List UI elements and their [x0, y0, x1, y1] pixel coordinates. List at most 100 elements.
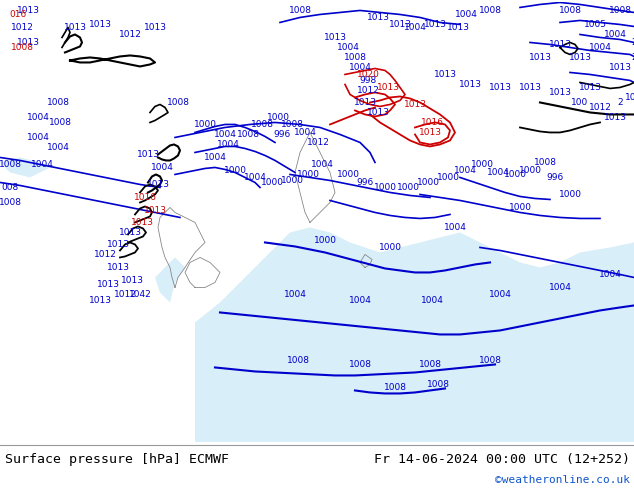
Text: 1004: 1004	[214, 130, 236, 139]
Text: Surface pressure [hPa] ECMWF: Surface pressure [hPa] ECMWF	[5, 453, 229, 466]
Text: 1004: 1004	[283, 290, 306, 299]
Text: 1004: 1004	[420, 296, 443, 305]
Text: 1013: 1013	[366, 108, 389, 117]
Text: 100: 100	[625, 93, 634, 102]
Text: 1008: 1008	[559, 6, 581, 15]
Text: 1000: 1000	[337, 170, 359, 179]
Text: 1013: 1013	[323, 33, 347, 42]
Text: 1013: 1013	[548, 40, 571, 49]
Text: 1004: 1004	[489, 290, 512, 299]
Text: 1013: 1013	[143, 206, 167, 215]
Text: 1000: 1000	[559, 190, 581, 199]
Text: 1013: 1013	[366, 13, 389, 22]
Polygon shape	[155, 257, 185, 302]
Text: 1004: 1004	[455, 10, 477, 19]
Text: 1008: 1008	[0, 198, 22, 207]
Text: 1013: 1013	[548, 88, 571, 97]
Text: 1013: 1013	[131, 218, 153, 227]
Text: 1020: 1020	[356, 70, 379, 79]
Text: 1013: 1013	[489, 83, 512, 92]
Text: 1000: 1000	[266, 113, 290, 122]
Text: 1013: 1013	[403, 100, 427, 109]
Text: 998: 998	[359, 76, 377, 85]
Text: 1013: 1013	[120, 276, 143, 285]
Text: 1008: 1008	[287, 356, 309, 365]
Text: 1042: 1042	[129, 290, 152, 299]
Text: 996: 996	[547, 173, 564, 182]
Text: 016: 016	[10, 10, 27, 19]
Text: 1004: 1004	[27, 113, 49, 122]
Text: 1013: 1013	[96, 280, 119, 289]
Text: 1012: 1012	[119, 30, 141, 39]
Text: 1012: 1012	[356, 86, 379, 95]
Text: 2: 2	[631, 38, 634, 47]
Text: 1000: 1000	[297, 170, 320, 179]
Text: 1000: 1000	[193, 120, 216, 129]
Text: 996: 996	[273, 130, 290, 139]
Text: 1004: 1004	[349, 296, 372, 305]
Text: 1000: 1000	[519, 166, 541, 175]
Text: 2: 2	[631, 53, 634, 62]
Text: 1008: 1008	[427, 380, 450, 389]
Text: 1008: 1008	[48, 118, 72, 127]
Text: 1004: 1004	[349, 63, 372, 72]
Text: 1013: 1013	[424, 20, 446, 29]
Text: 1004: 1004	[337, 43, 359, 52]
Text: 1004: 1004	[217, 140, 240, 149]
Text: 1004: 1004	[294, 128, 316, 137]
Text: Fr 14-06-2024 00:00 UTC (12+252): Fr 14-06-2024 00:00 UTC (12+252)	[374, 453, 630, 466]
Text: 1008: 1008	[479, 6, 501, 15]
Text: 1013: 1013	[578, 83, 602, 92]
Text: 1004: 1004	[453, 166, 476, 175]
Text: 1000: 1000	[503, 170, 526, 179]
Text: 1004: 1004	[204, 153, 226, 162]
Text: 1008: 1008	[609, 6, 631, 15]
Polygon shape	[480, 313, 634, 442]
Text: 1000: 1000	[396, 183, 420, 192]
Text: 1013: 1013	[146, 180, 169, 189]
Text: 1013: 1013	[63, 23, 86, 32]
Text: 1004: 1004	[588, 43, 611, 52]
Text: 1004: 1004	[311, 160, 333, 169]
Text: 1008: 1008	[46, 98, 70, 107]
Text: 1004: 1004	[598, 270, 621, 279]
Text: 1008: 1008	[167, 98, 190, 107]
Text: 1016: 1016	[134, 193, 157, 202]
Text: ©weatheronline.co.uk: ©weatheronline.co.uk	[495, 475, 630, 485]
Text: 1012: 1012	[94, 250, 117, 259]
Text: 1013: 1013	[604, 113, 626, 122]
Text: 1008: 1008	[288, 6, 311, 15]
Text: 996: 996	[356, 178, 373, 187]
Text: 1000: 1000	[313, 236, 337, 245]
Text: 1013: 1013	[136, 150, 160, 159]
Text: 1000: 1000	[436, 173, 460, 182]
Text: 1013: 1013	[107, 263, 129, 272]
Text: 1013: 1013	[519, 83, 541, 92]
Text: 1008: 1008	[280, 120, 304, 129]
Text: 1013: 1013	[446, 23, 470, 32]
Text: 1008: 1008	[418, 360, 441, 369]
Text: 1013: 1013	[569, 53, 592, 62]
Text: 1000: 1000	[224, 166, 247, 175]
Text: 1013: 1013	[16, 6, 39, 15]
Text: 1013: 1013	[16, 38, 39, 47]
Text: 1013: 1013	[354, 98, 377, 107]
Text: 1004: 1004	[150, 163, 174, 172]
Text: 1008: 1008	[479, 356, 501, 365]
Text: 1004: 1004	[27, 133, 49, 142]
Text: 1000: 1000	[470, 160, 493, 169]
Text: 1013: 1013	[389, 20, 411, 29]
Text: 100: 100	[571, 98, 588, 107]
Text: 1008: 1008	[0, 160, 22, 169]
Text: 1000: 1000	[378, 243, 401, 252]
Text: 1012: 1012	[307, 138, 330, 147]
Text: 1013: 1013	[377, 83, 399, 92]
Text: 1005: 1005	[583, 20, 607, 29]
Text: 1008: 1008	[533, 158, 557, 167]
Text: 1013: 1013	[143, 23, 167, 32]
Text: 1000: 1000	[280, 176, 304, 185]
Text: 1000: 1000	[261, 178, 283, 187]
Text: 1008: 1008	[11, 43, 34, 52]
Text: 1008: 1008	[384, 383, 406, 392]
Text: 1013: 1013	[107, 240, 129, 249]
